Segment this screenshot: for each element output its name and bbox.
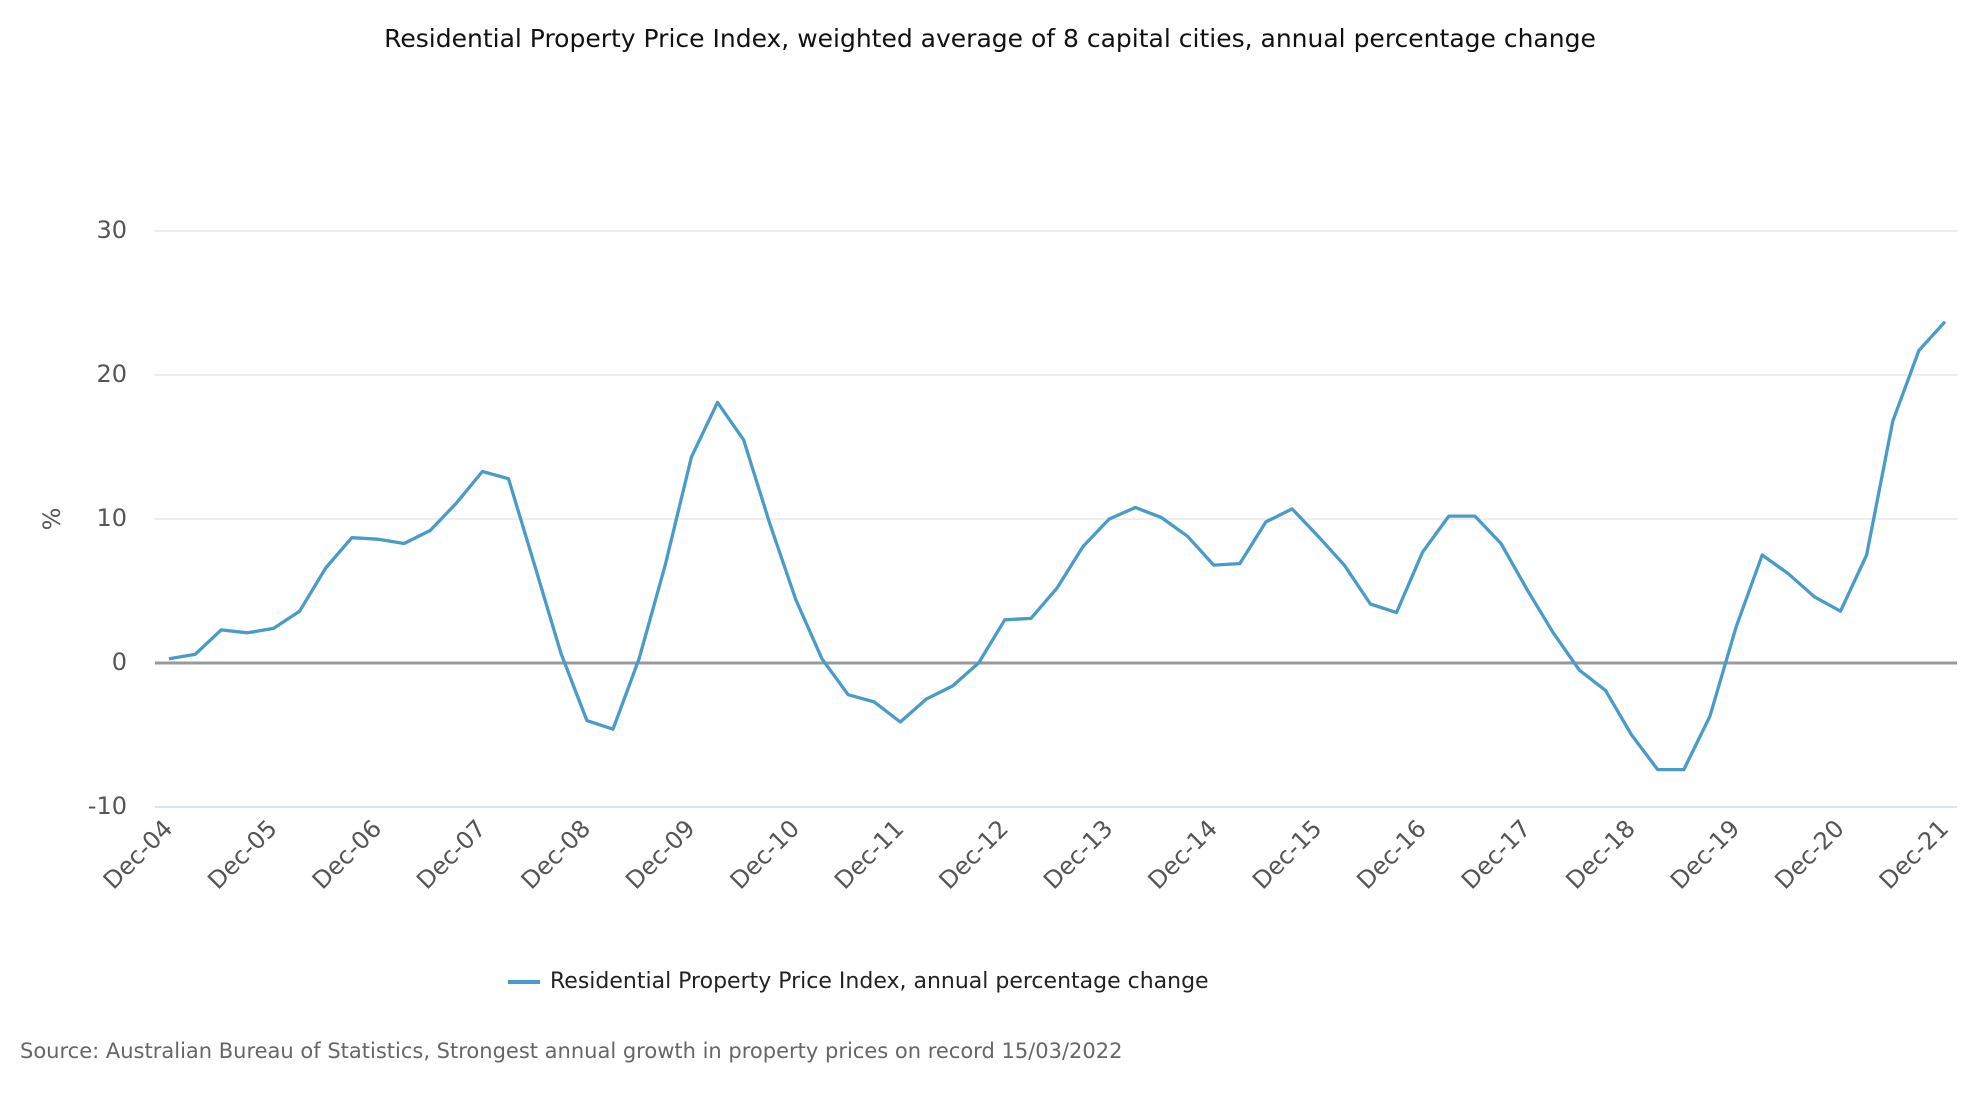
x-tick-label: Dec-05 [202,814,282,894]
x-tick-label: Dec-09 [620,814,700,894]
x-tick-label: Dec-11 [829,814,909,894]
x-tick-label: Dec-08 [516,814,596,894]
x-tick-label: Dec-14 [1143,814,1223,894]
x-tick-label: Dec-13 [1038,814,1118,894]
x-tick-label: Dec-15 [1247,814,1327,894]
x-tick-label: Dec-16 [1351,814,1431,894]
source-note: Source: Australian Bureau of Statistics,… [20,1039,1123,1063]
x-tick-label: Dec-12 [934,814,1014,894]
y-tick-label: -10 [88,792,127,820]
y-axis-label: % [38,508,66,531]
x-tick-label: Dec-10 [725,814,805,894]
y-tick-label: 30 [96,216,127,244]
x-tick-label: Dec-21 [1874,814,1954,894]
x-tick-label: Dec-17 [1456,814,1536,894]
x-tick-label: Dec-07 [411,814,491,894]
x-tick-label: Dec-06 [307,814,387,894]
y-tick-label: 20 [96,360,127,388]
legend-label: Residential Property Price Index, annual… [550,969,1209,994]
x-tick-label: Dec-04 [98,814,178,894]
chart-title: Residential Property Price Index, weight… [384,24,1596,53]
y-tick-label: 0 [112,648,127,676]
x-tick-label: Dec-19 [1665,814,1745,894]
x-tick-label: Dec-18 [1560,814,1640,894]
data-line [168,320,1947,772]
y-tick-label: 10 [96,504,127,532]
x-tick-label: Dec-20 [1769,814,1849,894]
